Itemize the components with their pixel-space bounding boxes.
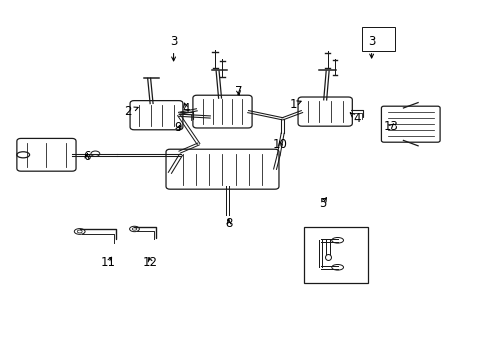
Bar: [304, 227, 367, 283]
Text: 2: 2: [124, 105, 138, 118]
Text: 3: 3: [367, 35, 375, 58]
Text: 9: 9: [174, 121, 182, 134]
Bar: [361, 27, 394, 51]
Text: 11: 11: [101, 256, 116, 269]
Text: 13: 13: [383, 120, 398, 132]
Text: 6: 6: [83, 150, 91, 163]
Text: 10: 10: [272, 138, 287, 150]
Text: 3: 3: [169, 35, 177, 61]
Text: 8: 8: [224, 217, 232, 230]
Text: 4: 4: [182, 102, 189, 114]
Text: 1: 1: [289, 98, 301, 111]
Text: 7: 7: [234, 85, 242, 98]
Text: 4: 4: [349, 112, 360, 125]
Text: 12: 12: [143, 256, 158, 269]
Text: 5: 5: [318, 197, 326, 210]
